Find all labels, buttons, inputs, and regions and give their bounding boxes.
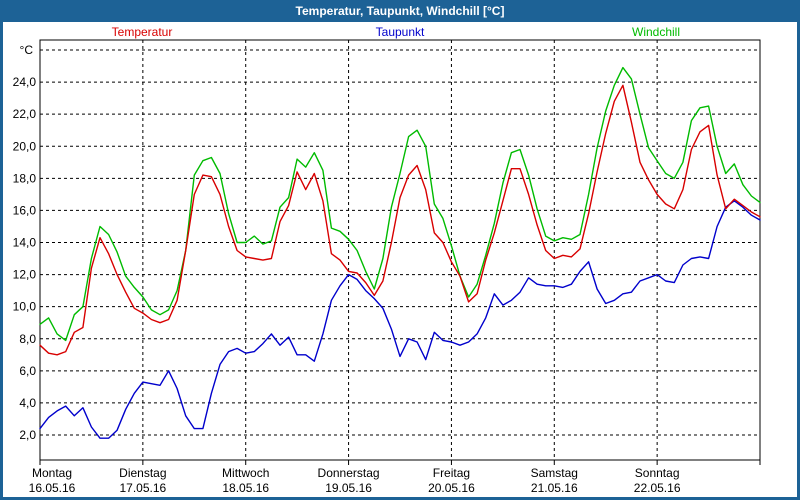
day-name-label: Samstag <box>531 466 578 480</box>
taupunkt-line <box>39 200 761 439</box>
day-date-label: 21.05.16 <box>531 481 578 495</box>
y-tick-label: 12,0 <box>13 268 37 282</box>
day-name-label: Donnerstag <box>318 466 380 480</box>
plot-border <box>39 39 761 461</box>
day-date-label: 19.05.16 <box>325 481 372 495</box>
y-tick-label: 22,0 <box>13 107 37 121</box>
legend-item-windchill: Windchill <box>632 25 680 39</box>
day-name-label: Dienstag <box>119 466 166 480</box>
legend-item-taupunkt: Taupunkt <box>376 25 425 39</box>
y-tick-label: 20,0 <box>13 139 37 153</box>
day-name-label: Montag <box>32 466 72 480</box>
y-tick-label: 24,0 <box>13 75 37 89</box>
day-date-label: 16.05.16 <box>29 481 76 495</box>
y-tick-label: 6,0 <box>19 364 36 378</box>
day-name-label: Mittwoch <box>222 466 269 480</box>
legend-item-temperatur: Temperatur <box>112 25 173 39</box>
window-title: Temperatur, Taupunkt, Windchill [°C] <box>0 0 800 22</box>
day-date-label: 18.05.16 <box>222 481 269 495</box>
windchill-line <box>39 66 761 342</box>
day-date-label: 20.05.16 <box>428 481 475 495</box>
y-tick-label: 2,0 <box>19 428 36 442</box>
y-tick-label: 14,0 <box>13 236 37 250</box>
temperatur-line <box>39 84 761 356</box>
legend-label-windchill: Windchill <box>631 25 681 39</box>
y-tick-label: 18,0 <box>13 171 37 185</box>
y-tick-label: 4,0 <box>19 396 36 410</box>
day-date-label: 22.05.16 <box>634 481 681 495</box>
day-date-label: 17.05.16 <box>119 481 166 495</box>
legend-label-temperatur: Temperatur <box>111 25 173 39</box>
y-tick-label: 10,0 <box>13 300 37 314</box>
y-tick-label: 16,0 <box>13 203 37 217</box>
y-tick-label: 8,0 <box>19 332 36 346</box>
day-name-label: Freitag <box>433 466 470 480</box>
day-name-label: Sonntag <box>635 466 680 480</box>
y-axis-unit-label: °C <box>20 43 34 57</box>
legend-label-taupunkt: Taupunkt <box>375 25 425 39</box>
